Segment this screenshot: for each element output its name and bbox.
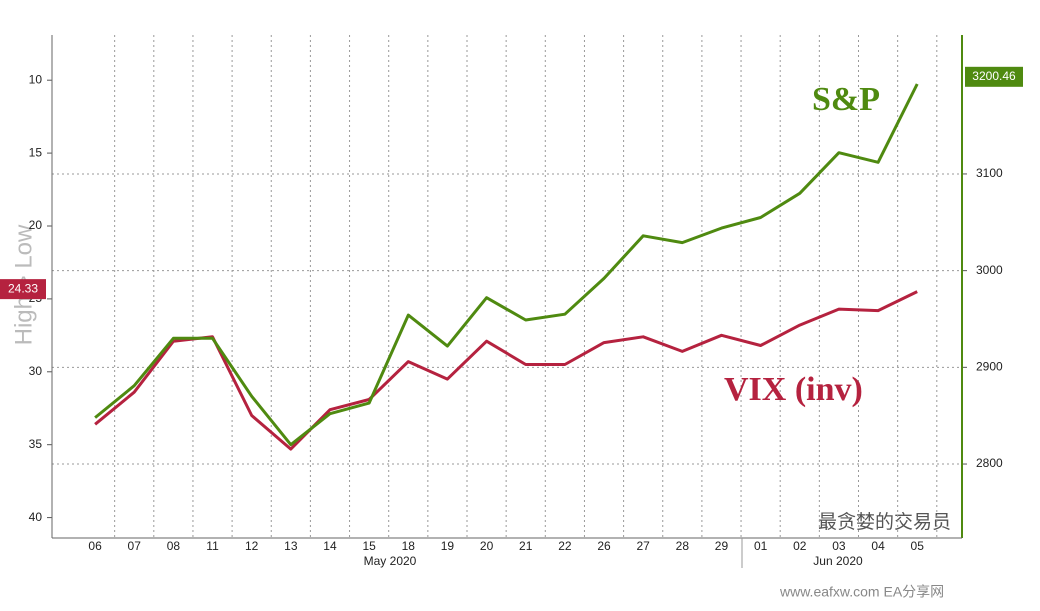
x-tick-label: 20 <box>480 539 494 553</box>
x-tick-label: 06 <box>88 539 102 553</box>
x-tick-label: 26 <box>597 539 611 553</box>
y2-tick-label: 3000 <box>976 263 1003 277</box>
month-label: May 2020 <box>364 554 417 568</box>
current-value-label: 3200.46 <box>972 69 1016 83</box>
x-tick-label: 14 <box>323 539 337 553</box>
y-tick-label: 10 <box>29 72 43 86</box>
series-label: S&P <box>812 81 880 118</box>
x-tick-label: 02 <box>793 539 807 553</box>
x-tick-label: 11 <box>206 539 219 553</box>
x-tick-label: 19 <box>441 539 455 553</box>
x-tick-label: 13 <box>284 539 298 553</box>
y-tick-label: 35 <box>29 437 43 451</box>
month-label: Jun 2020 <box>813 554 863 568</box>
x-tick-label: 28 <box>676 539 690 553</box>
y2-tick-label: 3100 <box>976 166 1003 180</box>
watermark: www.eafxw.com EA分享网 <box>779 584 944 600</box>
line-series <box>94 290 918 451</box>
line-series <box>94 83 919 447</box>
y-tick-label: 40 <box>29 510 43 524</box>
current-value-box <box>965 66 1023 87</box>
current-value-box <box>0 279 46 300</box>
y2-tick-label: 2800 <box>976 456 1003 470</box>
y-tick-label: 20 <box>29 218 43 232</box>
x-tick-label: 18 <box>402 539 416 553</box>
x-tick-label: 05 <box>911 539 925 553</box>
x-tick-label: 22 <box>558 539 572 553</box>
x-tick-label: 27 <box>636 539 650 553</box>
x-tick-label: 03 <box>832 539 846 553</box>
x-tick-label: 07 <box>128 539 142 553</box>
x-tick-label: 15 <box>362 539 376 553</box>
y2-tick-label: 2900 <box>976 360 1003 374</box>
y-tick-label: 15 <box>29 145 43 159</box>
watermark: 最贪婪的交易员 <box>818 511 951 533</box>
current-value-label: 24.33 <box>8 281 38 295</box>
y-tick-label: 30 <box>29 364 43 378</box>
x-tick-label: 29 <box>715 539 729 553</box>
series-label: VIX (inv) <box>724 371 863 408</box>
x-tick-label: 08 <box>167 539 181 553</box>
x-tick-label: 21 <box>519 539 533 553</box>
x-tick-label: 01 <box>754 539 768 553</box>
x-tick-label: 12 <box>245 539 259 553</box>
x-tick-label: 04 <box>871 539 885 553</box>
